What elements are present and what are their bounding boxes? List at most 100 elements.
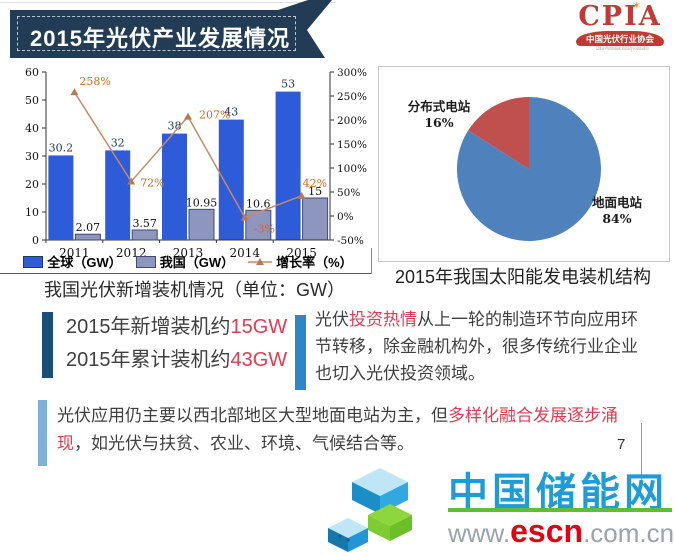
global-bar: [218, 119, 244, 240]
cpia-org-name: 中国光伏行业协会: [576, 31, 664, 46]
china-bar: [188, 208, 215, 241]
slide-title: 2015年光伏产业发展情况: [30, 26, 290, 51]
growth-marker: [127, 177, 136, 185]
escn-cubes-logo: [328, 468, 412, 552]
global-bar-label: 30.2: [49, 141, 74, 154]
escn-underline: [448, 508, 672, 512]
bar-chart-svg: 0 10 20 30 40 50 60 -50% 0% 50% 100% 150% 200% 250% 30…: [25, 66, 367, 260]
left-axis-label: 10: [25, 206, 39, 219]
left-axis-label: 60: [25, 66, 39, 79]
bar-chart-caption: 我国光伏新增装机情况（单位：GW）: [44, 280, 345, 300]
x-axis-label: 2015: [286, 246, 317, 260]
legend-label: 我国（GW）: [159, 255, 235, 270]
callout-left-accent-bar: [42, 312, 53, 378]
growth-value-label: 207%: [199, 109, 230, 122]
pie-chart: 地面电站 84% 分布式电站 16%: [378, 66, 670, 262]
text-line: 2015年新增装机约15GW: [66, 316, 288, 338]
left-axis-label: 30: [25, 150, 39, 163]
left-axis-label: 20: [25, 178, 39, 191]
bar-chart-legend: 全球（GW） 我国（GW） 增长率（%）: [8, 252, 368, 271]
global-bar: [48, 155, 74, 240]
china-bar-label: 15: [308, 185, 322, 198]
global-bar: [105, 150, 131, 240]
escn-url-suffix: .com.cn: [583, 518, 674, 548]
right-axis-label: 250%: [337, 91, 367, 103]
legend-item: 我国（GW）: [135, 252, 235, 271]
callout-left-text: 2015年新增装机约15GW 2015年累计装机约43GW: [66, 311, 287, 377]
slide-top-border: [0, 2, 336, 3]
pie-slice-pct: 16%: [424, 115, 453, 130]
china-bar-label: 10.95: [186, 196, 218, 209]
growth-marker: [184, 112, 192, 120]
china-bar: [74, 233, 101, 241]
right-axis-label: 300%: [337, 67, 367, 79]
global-bar-label: 43: [224, 106, 238, 119]
china-bar: [131, 229, 158, 241]
cpia-wordmark: CPIA: [578, 1, 662, 32]
pie-slice-label: 地面电站: [592, 195, 643, 210]
callout-bottom-text: 光伏应用仍主要以西北部地区大型地面电站为主，但多样化融合发展逐步涌现，如光伏与扶…: [57, 402, 641, 458]
legend-item: 增长率（%）: [248, 252, 353, 271]
right-axis-label: 150%: [337, 139, 367, 151]
china-bar-label: 3.57: [132, 217, 157, 230]
growth-marker: [297, 191, 306, 199]
growth-value-label: 72%: [140, 176, 164, 189]
callout-right-text: 光伏投资热情从上一轮的制造环节向应用环节转移，除金融机构外，很多传统行业企业也切…: [315, 306, 647, 387]
global-bar-label: 53: [281, 78, 295, 91]
cpia-org-name-en: China Photovoltaic Industry Association: [596, 46, 649, 52]
pie-slice: [468, 97, 529, 169]
title-ribbon: 2015年光伏产业发展情况: [10, 0, 332, 58]
growth-value-label: 42%: [303, 177, 327, 190]
section-divider-line: [0, 273, 372, 274]
left-axis-label: 40: [25, 122, 39, 135]
escn-site-name: 中国储能网: [448, 471, 668, 515]
legend-label: 增长率（%）: [276, 255, 353, 270]
global-bar-label: 38: [168, 120, 182, 133]
growth-marker: [70, 88, 79, 96]
x-axis-label: 2011: [59, 246, 90, 260]
right-axis-label: -50%: [337, 235, 364, 247]
global-bar: [275, 91, 301, 240]
right-axis-label: 0%: [337, 211, 354, 223]
callout-right-accent-bar: [295, 315, 306, 390]
china-bar-label: 10.6: [246, 197, 271, 210]
right-axis-label: 100%: [337, 163, 367, 175]
growth-value-label: -3%: [254, 222, 275, 235]
growth-value-label: 258%: [79, 75, 110, 88]
sunburst-icon: ✶: [632, 0, 642, 12]
global-bar: [162, 133, 187, 240]
text-line: 2015年累计装机约43GW: [66, 349, 288, 371]
china-bar-label: 2.07: [76, 221, 101, 234]
growth-marker: [240, 213, 249, 221]
legend-label: 全球（GW）: [47, 255, 122, 270]
legend-item: 全球（GW）: [23, 252, 122, 271]
page-number: 7: [617, 436, 626, 453]
escn-url: www. escn .com.cn: [448, 513, 674, 550]
left-axis-label: 50: [25, 94, 39, 107]
text-line: 光伏投资热情从上一轮的制造环节向应用环节转移，除金融机构外，很多传统行业企业也切…: [315, 310, 638, 383]
legend-swatch: [135, 255, 156, 268]
x-axis-label: 2014: [230, 246, 261, 260]
x-axis-label: 2013: [173, 246, 204, 260]
pie-slice-pct: 84%: [602, 211, 631, 226]
escn-url-domain: escn: [510, 513, 584, 549]
text-line: 光伏应用仍主要以西北部地区大型地面电站为主，但多样化融合发展逐步涌现，如光伏与扶…: [57, 406, 618, 453]
left-axis-label: 0: [32, 234, 39, 247]
pie-chart-caption: 2015年我国太阳能发电装机结构: [394, 267, 652, 287]
pie-slice: [456, 97, 601, 241]
right-axis-label: 50%: [337, 187, 360, 199]
vertical-frame-line: [641, 423, 642, 483]
bar-chart: 0 10 20 30 40 50 60 -50% 0% 50% 100% 150% 200% 250% 30…: [8, 62, 368, 294]
divider-end-stub: [371, 248, 372, 274]
legend-line-marker: [248, 257, 273, 265]
legend-swatch: [23, 255, 44, 268]
cpia-logo: ✶ CPIA 中国光伏行业协会 China Photovoltaic Indus…: [572, 0, 668, 52]
china-bar: [302, 197, 329, 241]
callout-bottom-accent-bar: [38, 400, 47, 466]
escn-url-prefix: www.: [448, 518, 511, 548]
pie-slice-label: 分布式电站: [408, 99, 471, 114]
right-axis-label: 200%: [337, 115, 367, 127]
escn-watermark: 中国储能网 www. escn .com.cn: [326, 460, 674, 555]
global-bar-label: 32: [111, 136, 125, 149]
